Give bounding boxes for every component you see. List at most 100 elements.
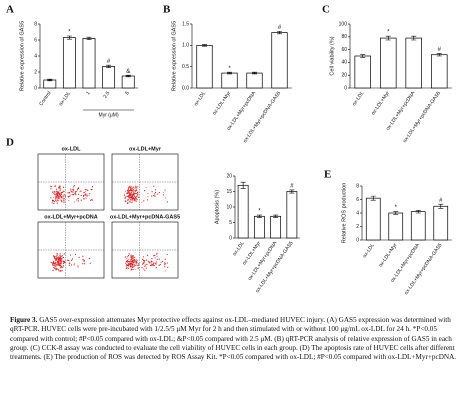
event-dot bbox=[137, 193, 139, 195]
event-dot bbox=[132, 262, 134, 264]
y-axis-title: Apoptosis (%) bbox=[214, 190, 220, 224]
event-dot bbox=[160, 261, 162, 263]
event-dot bbox=[128, 197, 131, 199]
event-dot bbox=[69, 254, 72, 256]
event-dot bbox=[62, 197, 64, 199]
bar bbox=[43, 79, 57, 89]
event-dot bbox=[154, 262, 156, 264]
event-dot bbox=[61, 200, 63, 202]
y-tick-label: 40 bbox=[341, 60, 347, 66]
event-dot bbox=[82, 255, 84, 257]
y-tick-label: 100 bbox=[339, 21, 348, 27]
event-dot bbox=[144, 265, 146, 268]
event-dot bbox=[136, 264, 138, 266]
event-dot bbox=[131, 255, 133, 257]
error-bar bbox=[411, 35, 417, 41]
event-dot bbox=[125, 265, 127, 267]
error-bar bbox=[202, 44, 207, 47]
event-dot bbox=[151, 258, 153, 260]
bar bbox=[430, 54, 448, 89]
event-dot bbox=[154, 189, 157, 191]
bar bbox=[271, 32, 288, 89]
event-dot bbox=[142, 259, 145, 261]
event-dot bbox=[72, 188, 74, 190]
event-dot bbox=[143, 262, 145, 265]
flow-plot-title: ox-LDL bbox=[62, 146, 82, 152]
event-dot bbox=[50, 261, 52, 264]
event-dot bbox=[135, 261, 138, 263]
significance-mark: * bbox=[68, 30, 71, 36]
event-dot bbox=[125, 196, 127, 198]
event-dot bbox=[132, 186, 134, 188]
event-dot bbox=[52, 199, 54, 201]
y-tick-label: 4 bbox=[356, 210, 359, 216]
bar bbox=[379, 37, 397, 89]
event-dot bbox=[153, 264, 155, 267]
event-dot bbox=[58, 257, 61, 260]
event-dot bbox=[84, 190, 87, 193]
event-dot bbox=[130, 193, 132, 196]
event-dot bbox=[53, 197, 55, 199]
event-dot bbox=[77, 188, 79, 190]
event-dot bbox=[69, 191, 71, 194]
event-dot bbox=[54, 258, 56, 260]
bar bbox=[405, 37, 423, 89]
event-dot bbox=[136, 195, 138, 197]
event-dot bbox=[156, 258, 158, 260]
y-tick-label: 0 bbox=[34, 85, 37, 91]
event-dot bbox=[143, 200, 145, 202]
event-dot bbox=[128, 263, 130, 265]
y-tick-label: 4 bbox=[34, 53, 37, 59]
event-dot bbox=[133, 192, 135, 194]
error-bar bbox=[86, 36, 92, 40]
event-dot bbox=[59, 255, 61, 257]
error-bar bbox=[415, 210, 421, 214]
event-dot bbox=[153, 255, 155, 257]
event-dot bbox=[56, 195, 59, 197]
event-dot bbox=[53, 256, 56, 258]
x-tick-label: 5 bbox=[124, 90, 131, 96]
event-dot bbox=[164, 258, 166, 260]
x-tick-label: ox-LDL+Myr bbox=[212, 90, 233, 116]
event-dot bbox=[52, 200, 55, 202]
event-dot bbox=[129, 186, 131, 188]
error-bar bbox=[252, 71, 257, 75]
event-dot bbox=[52, 264, 54, 266]
event-dot bbox=[132, 265, 134, 268]
event-dot bbox=[133, 264, 135, 266]
event-dot bbox=[82, 263, 84, 265]
y-tick-label: 1.5 bbox=[182, 21, 189, 27]
event-dot bbox=[146, 254, 149, 256]
event-dot bbox=[144, 263, 146, 265]
error-bar bbox=[106, 64, 112, 68]
event-dot bbox=[53, 203, 55, 205]
event-dot bbox=[69, 195, 71, 197]
event-dot bbox=[56, 193, 58, 195]
x-tick-label: 2.5 bbox=[102, 90, 111, 99]
event-dot bbox=[148, 261, 150, 263]
event-dot bbox=[126, 192, 129, 194]
event-dot bbox=[131, 261, 133, 263]
y-tick-label: 0.5 bbox=[182, 64, 189, 70]
error-bar bbox=[385, 35, 391, 41]
flow-plot-title: ox-LDL+Myr+pcDNA-GAS5 bbox=[110, 214, 180, 220]
event-dot bbox=[147, 260, 149, 262]
event-dot bbox=[56, 256, 58, 259]
event-dot bbox=[133, 195, 135, 197]
event-dot bbox=[130, 197, 132, 200]
event-dot bbox=[58, 186, 60, 188]
event-dot bbox=[61, 266, 63, 268]
event-dot bbox=[83, 260, 85, 262]
event-dot bbox=[62, 186, 65, 188]
event-dot bbox=[55, 197, 57, 199]
event-dot bbox=[78, 256, 80, 258]
event-dot bbox=[59, 193, 61, 195]
event-dot bbox=[135, 259, 138, 261]
event-dot bbox=[62, 190, 65, 192]
event-dot bbox=[77, 200, 79, 202]
event-dot bbox=[126, 261, 128, 263]
event-dot bbox=[73, 264, 75, 266]
event-dot bbox=[131, 199, 133, 202]
event-dot bbox=[126, 264, 128, 266]
event-dot bbox=[127, 267, 130, 269]
